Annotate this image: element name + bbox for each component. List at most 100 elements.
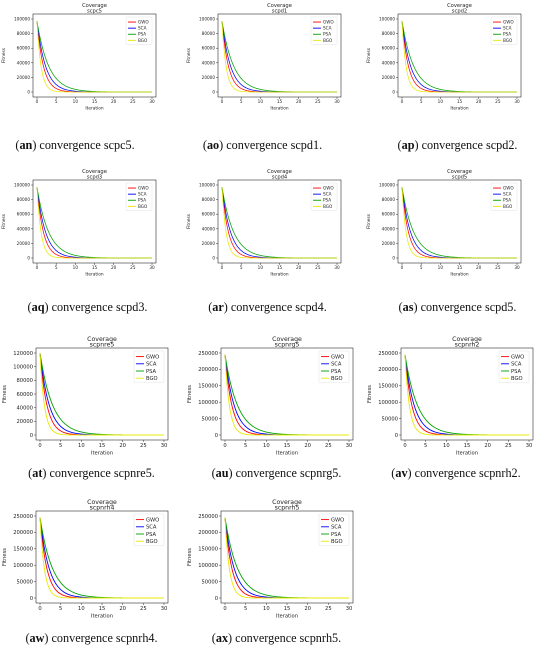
x-axis-label: Iteration <box>450 272 469 278</box>
legend-label: SCA <box>146 525 157 531</box>
x-tick-label: 15 <box>92 99 98 104</box>
chart-panel-at: Coverage scpnre5 0 20000 40000 60000 80000 1000… <box>0 328 183 488</box>
y-tick-label: 40000 <box>382 226 396 231</box>
x-tick-label: 5 <box>59 443 62 449</box>
y-tick-label: 60000 <box>16 392 33 398</box>
y-axis-label: Fitness <box>186 213 192 229</box>
y-tick-label: 40000 <box>202 60 216 65</box>
legend-label: PSA <box>323 198 331 203</box>
y-tick-label: 60000 <box>202 46 216 51</box>
y-tick-label: 20000 <box>382 75 396 80</box>
x-tick-label: 0 <box>38 606 41 612</box>
legend-label: BGO <box>331 539 343 545</box>
legend-label: SCA <box>323 192 332 197</box>
legend-label: PSA <box>138 32 146 37</box>
legend-label: SCA <box>138 26 147 31</box>
chart-subtitle: scpd4 <box>272 175 288 181</box>
y-tick-label: 100000 <box>199 182 215 187</box>
x-tick-label: 10 <box>263 606 270 612</box>
legend-label: GWO <box>331 354 344 360</box>
x-tick-label: 20 <box>476 99 482 104</box>
y-tick-label: 80000 <box>382 31 396 36</box>
x-tick-label: 25 <box>140 443 147 449</box>
x-tick-label: 20 <box>484 443 491 449</box>
y-tick-label: 50000 <box>381 416 398 422</box>
chart-title: Coverage <box>447 3 472 9</box>
series-line-bgo <box>224 354 349 436</box>
x-tick-label: 0 <box>401 265 404 270</box>
chart-caption: (au) convergence scpnrg5. <box>211 466 342 480</box>
legend-box <box>490 182 518 211</box>
x-tick-label: 0 <box>38 443 41 449</box>
legend-label: SCA <box>146 362 157 368</box>
y-tick-label: 100000 <box>379 182 395 187</box>
series-line-bgo <box>221 21 337 93</box>
y-axis-label: Fitness <box>187 385 193 403</box>
caption-text: convergence scpnrh5. <box>235 631 342 645</box>
legend-label: SCA <box>503 26 512 31</box>
x-tick-label: 20 <box>119 443 126 449</box>
legend-label: SCA <box>331 362 342 368</box>
x-axis-label: Iteration <box>85 272 104 278</box>
x-tick-label: 10 <box>73 265 79 270</box>
legend-label: BGO <box>503 204 513 209</box>
x-tick-label: 25 <box>130 99 136 104</box>
x-tick-label: 10 <box>443 443 450 449</box>
legend-label: BGO <box>323 38 333 43</box>
x-tick-label: 25 <box>495 265 501 270</box>
x-tick-label: 15 <box>457 265 463 270</box>
legend-label: PSA <box>331 369 342 375</box>
series-line-bgo <box>401 21 517 93</box>
y-tick-label: 80000 <box>17 31 31 36</box>
x-tick-label: 0 <box>36 265 39 270</box>
caption-text: convergence scpd1. <box>226 138 323 152</box>
caption-id: aq <box>31 300 45 314</box>
x-tick-label: 25 <box>325 443 332 449</box>
x-axis-label: Iteration <box>276 613 298 619</box>
series-line-bgo <box>404 354 529 436</box>
series-line-bgo <box>401 187 517 259</box>
chart-subtitle: scpnrh2 <box>455 342 480 349</box>
x-axis-label: Iteration <box>91 450 113 456</box>
x-tick-label: 30 <box>334 265 340 270</box>
x-tick-label: 10 <box>438 99 444 104</box>
chart-caption: (an) convergence scpc5. <box>15 138 135 152</box>
x-tick-label: 20 <box>111 265 117 270</box>
y-tick-label: 80000 <box>16 378 33 384</box>
legend-label: GWO <box>323 20 334 25</box>
chart-subtitle: scpnrh4 <box>90 505 115 512</box>
x-tick-label: 20 <box>476 265 482 270</box>
caption-text: convergence scpd5. <box>420 300 517 314</box>
x-tick-label: 20 <box>296 265 302 270</box>
chart-panel-av: Coverage scpnrh2 0 50000 100000 150000 200000 2… <box>365 328 550 488</box>
chart-subtitle: scpnrh5 <box>275 505 300 512</box>
y-tick-label: 50000 <box>201 416 218 422</box>
legend-label: BGO <box>138 38 148 43</box>
y-tick-label: 40000 <box>16 405 33 411</box>
chart-subtitle: scpd2 <box>452 9 467 15</box>
x-tick-label: 10 <box>258 265 264 270</box>
x-tick-label: 25 <box>140 606 147 612</box>
x-tick-label: 5 <box>55 99 58 104</box>
chart-caption: (ap) convergence scpd2. <box>397 138 518 152</box>
y-tick-label: 0 <box>392 255 395 260</box>
x-tick-label: 30 <box>334 99 340 104</box>
x-tick-label: 15 <box>277 99 283 104</box>
x-tick-label: 25 <box>505 443 512 449</box>
x-tick-label: 5 <box>424 443 427 449</box>
legend-label: GWO <box>138 186 149 191</box>
y-tick-label: 120000 <box>13 351 33 357</box>
x-axis-label: Iteration <box>456 450 478 456</box>
y-tick-label: 20000 <box>17 241 31 246</box>
y-tick-label: 80000 <box>17 197 31 202</box>
legend-box <box>310 16 338 45</box>
chart-subtitle: scpd3 <box>87 175 102 181</box>
y-tick-label: 0 <box>30 433 33 439</box>
legend-label: GWO <box>323 186 334 191</box>
y-tick-label: 20000 <box>382 241 396 246</box>
chart-title: Coverage <box>272 336 302 343</box>
